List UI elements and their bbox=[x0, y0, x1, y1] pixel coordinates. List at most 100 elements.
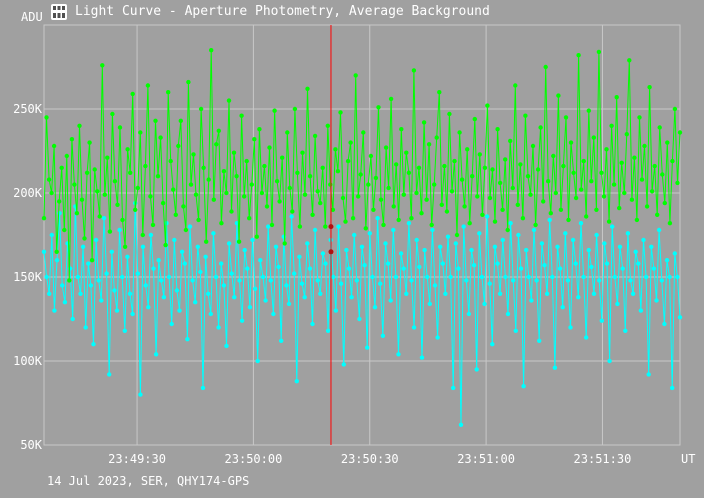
data-point bbox=[146, 305, 151, 310]
data-point bbox=[440, 261, 445, 266]
data-point bbox=[660, 172, 665, 177]
data-point bbox=[259, 190, 265, 196]
data-point bbox=[477, 231, 482, 236]
data-point bbox=[302, 295, 307, 300]
data-point bbox=[203, 254, 208, 259]
data-point bbox=[424, 197, 429, 202]
data-point bbox=[615, 301, 620, 307]
data-point bbox=[158, 135, 163, 140]
data-point bbox=[198, 106, 204, 112]
data-point bbox=[201, 165, 206, 170]
data-point bbox=[470, 174, 475, 179]
data-point bbox=[320, 251, 326, 256]
data-point bbox=[193, 300, 198, 305]
data-point bbox=[323, 224, 328, 229]
data-point bbox=[156, 258, 161, 263]
data-point bbox=[59, 165, 64, 170]
data-point bbox=[576, 53, 581, 58]
data-point bbox=[110, 111, 115, 117]
data-point bbox=[623, 328, 628, 333]
data-point bbox=[652, 163, 657, 169]
data-point bbox=[451, 385, 456, 391]
data-point bbox=[634, 217, 640, 223]
data-point bbox=[511, 278, 516, 283]
data-point bbox=[579, 187, 584, 192]
data-point bbox=[543, 64, 548, 70]
data-point bbox=[163, 242, 168, 248]
data-point bbox=[312, 227, 318, 233]
data-point bbox=[406, 221, 412, 226]
x-tick-labels: 23:49:30 23:50:00 23:50:30 23:51:00 23:51:30 bbox=[108, 452, 631, 466]
data-point bbox=[627, 58, 632, 63]
data-point bbox=[625, 231, 631, 236]
data-point bbox=[112, 179, 118, 184]
data-point bbox=[229, 271, 234, 276]
data-point bbox=[677, 130, 683, 135]
data-point bbox=[632, 155, 637, 160]
data-point bbox=[383, 145, 389, 150]
data-point bbox=[548, 211, 553, 216]
data-point bbox=[521, 384, 526, 389]
data-point bbox=[294, 379, 299, 384]
data-point bbox=[358, 172, 363, 177]
data-point bbox=[171, 187, 176, 192]
data-point bbox=[457, 130, 462, 135]
data-point bbox=[287, 185, 292, 191]
data-point bbox=[371, 207, 376, 212]
data-point bbox=[219, 221, 224, 226]
app-icon[interactable] bbox=[51, 4, 67, 20]
data-point bbox=[610, 224, 615, 229]
data-point bbox=[117, 227, 122, 233]
time-cursor[interactable] bbox=[328, 25, 334, 445]
data-point bbox=[295, 170, 300, 175]
data-point bbox=[570, 237, 576, 243]
data-point bbox=[346, 266, 352, 271]
data-point bbox=[435, 335, 440, 340]
data-point bbox=[523, 113, 528, 118]
data-point bbox=[138, 392, 143, 397]
data-point bbox=[485, 103, 490, 108]
data-point bbox=[467, 221, 472, 226]
data-point bbox=[363, 226, 368, 231]
data-point bbox=[589, 264, 594, 270]
data-point bbox=[95, 189, 100, 194]
data-point bbox=[336, 224, 341, 229]
data-point bbox=[117, 125, 123, 130]
data-point bbox=[646, 372, 651, 377]
data-point bbox=[333, 308, 339, 313]
data-point bbox=[367, 231, 372, 236]
data-point bbox=[193, 192, 199, 197]
data-point bbox=[464, 278, 469, 283]
data-point bbox=[357, 316, 362, 322]
data-point bbox=[107, 372, 112, 377]
data-point bbox=[300, 150, 305, 155]
data-point bbox=[44, 115, 49, 120]
data-point bbox=[409, 278, 414, 283]
data-point bbox=[430, 227, 435, 233]
data-point bbox=[135, 185, 140, 191]
data-point bbox=[310, 212, 315, 217]
data-point bbox=[226, 98, 232, 103]
data-point bbox=[584, 335, 589, 340]
data-point bbox=[465, 147, 470, 152]
data-point bbox=[151, 266, 156, 271]
data-point bbox=[649, 244, 654, 249]
data-point bbox=[333, 147, 338, 152]
data-point bbox=[211, 231, 216, 236]
data-point bbox=[578, 221, 584, 226]
x-tick-label: 23:51:30 bbox=[574, 452, 632, 466]
data-point bbox=[581, 274, 586, 280]
data-point bbox=[459, 177, 465, 182]
data-point bbox=[530, 143, 536, 149]
data-point bbox=[209, 48, 214, 53]
data-point bbox=[417, 264, 422, 270]
data-point bbox=[630, 291, 636, 296]
data-point bbox=[242, 194, 247, 199]
data-point bbox=[503, 157, 508, 162]
data-point bbox=[581, 158, 586, 164]
data-point bbox=[604, 261, 610, 266]
data-point bbox=[128, 170, 133, 175]
data-point bbox=[659, 278, 664, 283]
data-point bbox=[599, 318, 604, 323]
